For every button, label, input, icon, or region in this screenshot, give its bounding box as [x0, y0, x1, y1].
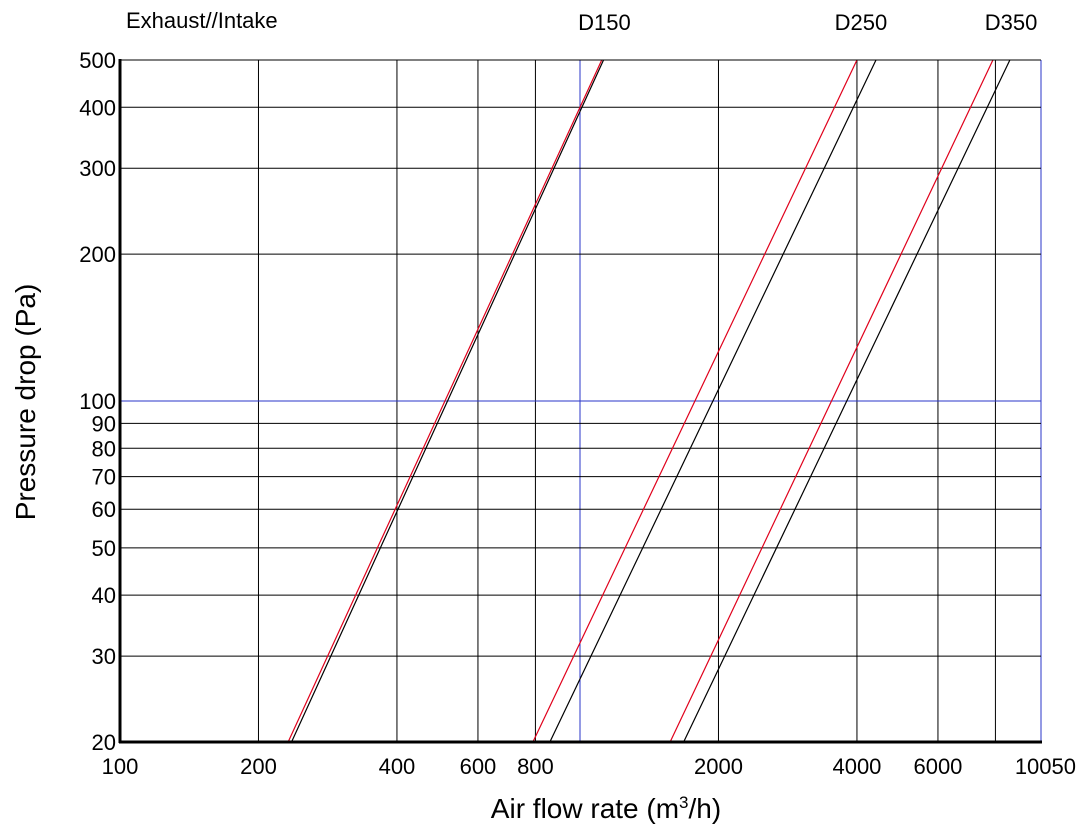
plot-frame: [118, 59, 1042, 744]
curve-labels: D150 D250 D350: [578, 10, 1037, 35]
x-tick-label: 600: [460, 754, 497, 779]
y-tick-label: 80: [92, 436, 116, 461]
x-axis-label: Air flow rate (m3/h): [491, 793, 721, 824]
x-tick-labels: 100 200 400 600 800 2000 4000 6000 10050: [102, 754, 1076, 779]
curve-label: D350: [985, 10, 1038, 35]
grid: [120, 59, 1042, 742]
y-tick-label: 20: [92, 730, 116, 755]
y-tick-label: 30: [92, 644, 116, 669]
y-tick-label: 300: [79, 156, 116, 181]
x-tick-label: 6000: [913, 754, 962, 779]
x-tick-label: 4000: [832, 754, 881, 779]
y-tick-label: 200: [79, 242, 116, 267]
x-tick-label: 100: [102, 754, 139, 779]
x-tick-label: 10050: [1015, 754, 1076, 779]
curve-label: D150: [578, 10, 631, 35]
y-tick-label: 50: [92, 536, 116, 561]
y-tick-label: 70: [92, 465, 116, 490]
series-line-5: [669, 59, 994, 743]
y-tick-label: 400: [79, 95, 116, 120]
chart-title: Exhaust//Intake: [126, 8, 278, 33]
y-tick-label: 40: [92, 583, 116, 608]
series-lines: [287, 59, 1011, 743]
x-tick-label: 400: [379, 754, 416, 779]
y-tick-label: 60: [92, 497, 116, 522]
y-axis-label: Pressure drop (Pa): [10, 284, 41, 521]
series-line-3: [532, 59, 858, 743]
series-line-2: [290, 59, 605, 743]
x-tick-label: 200: [240, 754, 277, 779]
series-line-1: [287, 59, 603, 743]
y-tick-label: 500: [79, 48, 116, 73]
x-tick-label: 800: [517, 754, 554, 779]
series-line-6: [683, 59, 1011, 743]
series-line-4: [549, 59, 877, 743]
curve-label: D250: [835, 10, 888, 35]
x-tick-label: 2000: [694, 754, 743, 779]
y-tick-label: 100: [79, 389, 116, 414]
y-tick-label: 90: [92, 411, 116, 436]
